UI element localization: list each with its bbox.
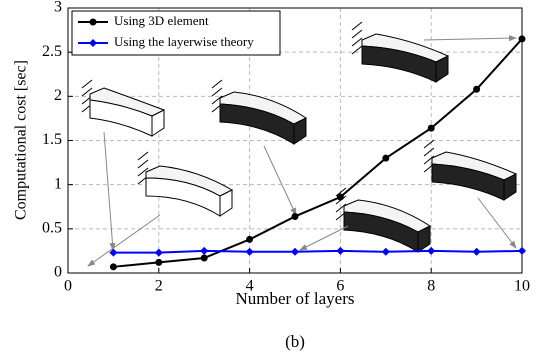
data-point [200, 247, 208, 255]
data-point [336, 247, 344, 255]
y-tick-label: 3 [54, 0, 62, 16]
data-point [292, 213, 299, 220]
data-point [246, 248, 254, 256]
legend: Using 3D element Using the layerwise the… [72, 11, 280, 55]
data-point [519, 35, 526, 42]
series-line [113, 251, 522, 253]
y-tick-label: 2.5 [42, 43, 62, 60]
legend-marker [90, 19, 97, 26]
data-point [246, 236, 253, 243]
beam-icon [138, 152, 232, 216]
beam-icon [212, 80, 306, 144]
x-tick-label: 2 [155, 278, 163, 295]
data-point [518, 247, 526, 255]
caption: (b) [285, 332, 305, 351]
data-point [155, 249, 163, 257]
y-tick-label: 0.5 [42, 220, 62, 237]
beam-icon [424, 140, 516, 200]
y-tick-label: 1.5 [42, 131, 62, 148]
y-axis-label: Computational cost [sec] [13, 60, 30, 220]
y-tick-label: 1 [54, 175, 62, 192]
beam-icon [336, 188, 430, 252]
data-point [473, 86, 480, 93]
data-point [110, 263, 117, 270]
legend-label: Using the layerwise theory [114, 34, 254, 49]
data-point [473, 248, 481, 256]
series-line [113, 39, 522, 267]
beam-icon [352, 22, 448, 82]
y-tick-label: 2 [54, 87, 62, 104]
legend-label: Using 3D element [114, 13, 209, 28]
data-point [337, 194, 344, 201]
chart: Using 3D element Using the layerwise the… [0, 0, 536, 360]
beam-illustrations [82, 22, 516, 266]
data-point [427, 247, 435, 255]
data-point [291, 248, 299, 256]
data-point [201, 254, 208, 261]
y-tick-label: 0 [54, 264, 62, 281]
x-tick-label: 8 [427, 278, 435, 295]
x-tick-label: 6 [336, 278, 344, 295]
data-layer [109, 35, 526, 270]
x-tick-label: 4 [246, 278, 254, 295]
data-point [155, 259, 162, 266]
data-point [428, 125, 435, 132]
x-tick-label: 0 [64, 278, 72, 295]
beam-icon [82, 80, 164, 136]
data-point [382, 155, 389, 162]
data-point [382, 248, 390, 256]
x-tick-label: 10 [514, 278, 530, 295]
